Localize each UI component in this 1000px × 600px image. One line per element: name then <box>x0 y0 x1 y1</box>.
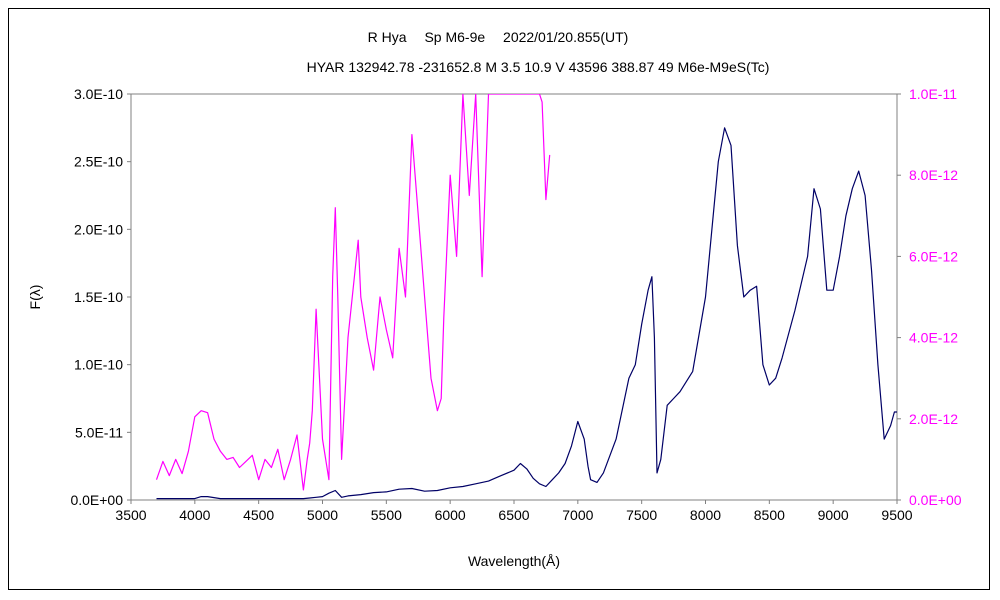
left-y-tick-label: 5.0E-11 <box>75 424 123 440</box>
x-axis-label: Wavelength(Å) <box>468 553 560 569</box>
x-tick-label: 8000 <box>690 507 721 523</box>
right-y-tick-label: 2.0E-12 <box>909 411 958 427</box>
right-y-tick-label: 4.0E-12 <box>909 330 958 346</box>
x-tick-label: 4500 <box>243 507 274 523</box>
x-tick-label: 9000 <box>818 507 849 523</box>
x-tick-label: 5000 <box>307 507 338 523</box>
x-tick-label: 8500 <box>754 507 785 523</box>
left-y-tick-label: 3.0E-10 <box>74 86 123 102</box>
left-y-tick-label: 2.0E-10 <box>74 221 123 237</box>
chart-title: R Hya Sp M6-9e 2022/01/20.855(UT) <box>368 29 629 45</box>
right-y-tick-label: 0.0E+00 <box>909 492 962 508</box>
x-tick-label: 7000 <box>562 507 593 523</box>
chart-frame <box>8 8 990 590</box>
x-axis: 3500 4000 4500 5000 5500 6000 6500 7000 7500 8000… <box>115 500 913 523</box>
right-y-tick-label: 6.0E-12 <box>909 248 958 264</box>
plot-area <box>130 93 898 501</box>
left-y-axis: 0.0E+00 5.0E-11 1.0E-10 1.5E-10 2.0E-10 2.5E-… <box>70 86 131 508</box>
series-layer <box>155 94 897 500</box>
chart-subtitle: HYAR 132942.78 -231652.8 M 3.5 10.9 V 43… <box>307 59 770 75</box>
x-tick-label: 6000 <box>435 507 466 523</box>
x-tick-label: 4000 <box>179 507 210 523</box>
right-y-axis: 0.0E+00 2.0E-12 4.0E-12 6.0E-12 8.0E-12 1.0E-… <box>897 86 962 508</box>
right-y-tick-label: 1.0E-11 <box>909 86 957 102</box>
x-tick-label: 5500 <box>371 507 402 523</box>
x-tick-label: 3500 <box>115 507 146 523</box>
right-axis-spectrum-line <box>155 94 551 491</box>
y-axis-label: F(λ) <box>27 285 43 310</box>
left-y-tick-label: 1.0E-10 <box>74 357 123 373</box>
left-y-tick-label: 2.5E-10 <box>74 154 123 170</box>
left-axis-spectrum-line <box>156 127 897 500</box>
left-y-tick-label: 0.0E+00 <box>70 492 123 508</box>
right-y-tick-label: 8.0E-12 <box>909 167 958 183</box>
x-tick-label: 9500 <box>881 507 912 523</box>
x-tick-label: 7500 <box>626 507 657 523</box>
x-tick-label: 6500 <box>498 507 529 523</box>
left-y-tick-label: 1.5E-10 <box>74 289 123 305</box>
